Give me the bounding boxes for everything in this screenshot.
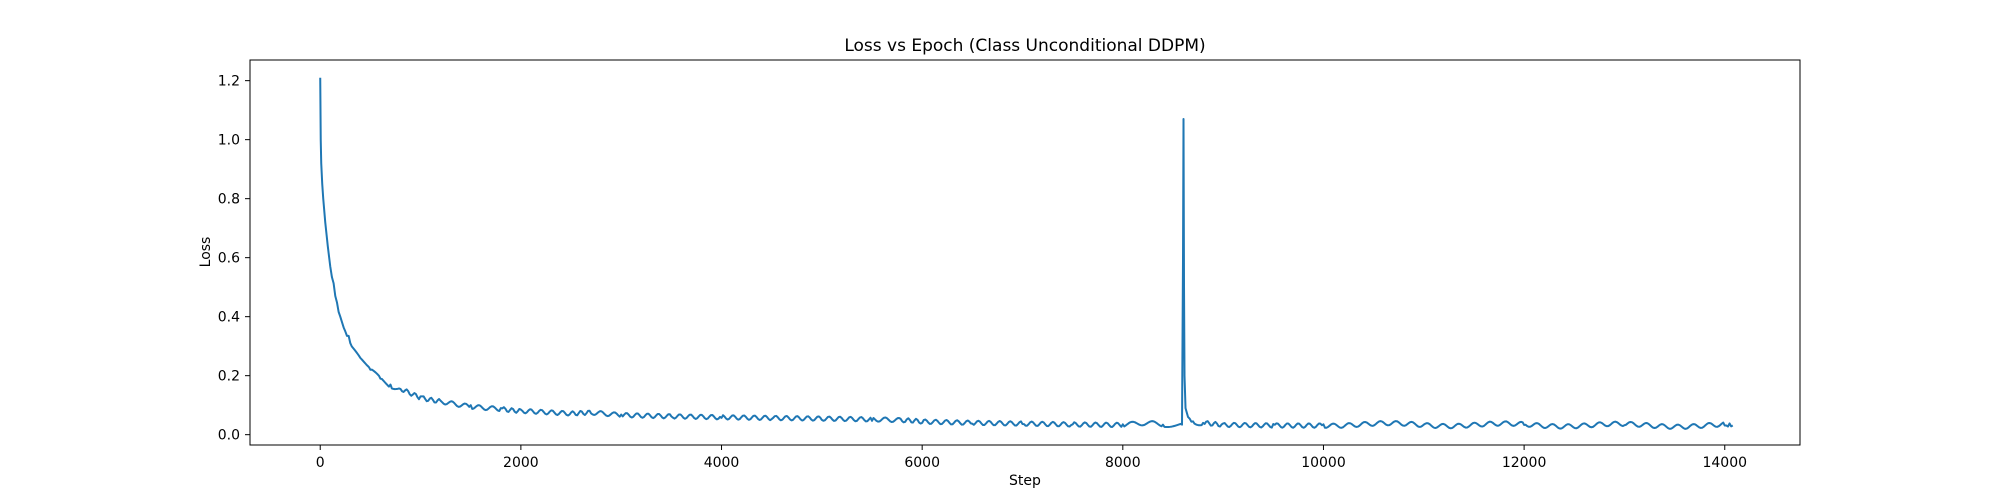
x-tick-label: 6000 — [904, 455, 940, 471]
y-tick-label: 0.6 — [218, 251, 240, 267]
x-tick-label: 12000 — [1502, 455, 1547, 471]
y-axis-label: Loss — [198, 237, 214, 268]
x-tick-label: 2000 — [503, 455, 539, 471]
y-tick-label: 0.8 — [218, 192, 240, 208]
y-axis: 0.0 0.2 0.4 0.6 0.8 1.0 1.2 — [218, 74, 250, 444]
x-axis: 0 2000 4000 6000 8000 10000 12000 14000 — [316, 445, 1747, 471]
x-tick-label: 14000 — [1702, 455, 1747, 471]
loss-series-line — [319, 77, 1734, 430]
y-tick-label: 0.4 — [218, 310, 240, 326]
x-axis-label: Step — [1009, 473, 1041, 489]
x-tick-label: 0 — [316, 455, 325, 471]
chart-title: Loss vs Epoch (Class Unconditional DDPM) — [844, 36, 1205, 56]
y-tick-label: 0.2 — [218, 369, 240, 385]
x-tick-label: 4000 — [704, 455, 740, 471]
y-tick-label: 0.0 — [218, 428, 240, 444]
y-tick-label: 1.2 — [218, 74, 240, 90]
y-tick-label: 1.0 — [218, 133, 240, 149]
plot-area — [319, 77, 1734, 430]
x-tick-label: 10000 — [1301, 455, 1346, 471]
x-tick-label: 8000 — [1105, 455, 1141, 471]
axes-frame — [249, 59, 1801, 446]
